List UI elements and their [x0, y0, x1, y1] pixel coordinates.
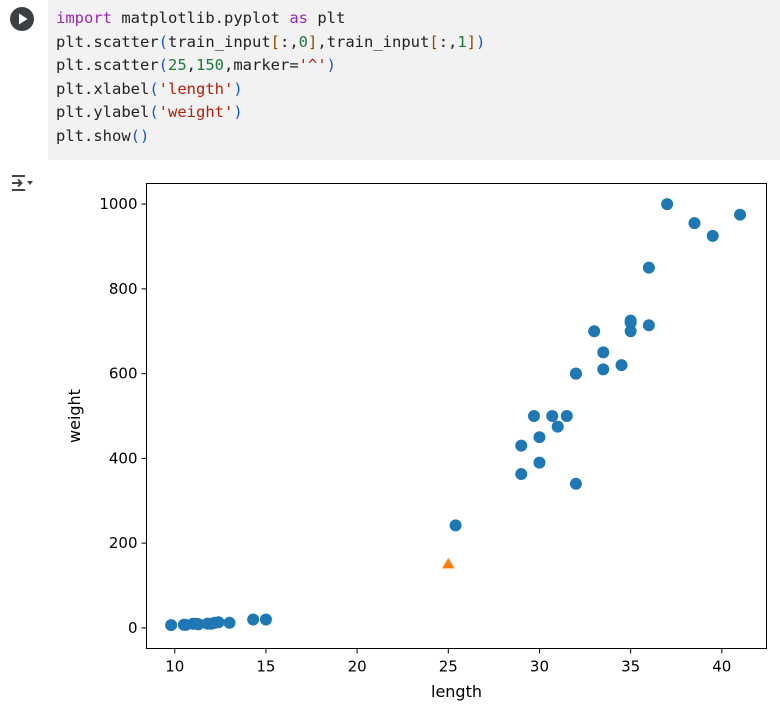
data-points — [165, 198, 747, 632]
code-token: import — [56, 9, 112, 27]
code-token: ) — [233, 103, 243, 122]
x-tick-label: 15 — [256, 658, 275, 676]
scatter-point — [165, 619, 178, 632]
scatter-point — [569, 367, 582, 380]
x-tick-label: 25 — [439, 658, 458, 676]
scatter-point — [192, 618, 205, 631]
code-editor[interactable]: import matplotlib.pyplot as plt plt.scat… — [48, 0, 780, 160]
scatter-point — [642, 261, 655, 274]
code-token: as — [289, 9, 308, 27]
x-axis: 10 15 20 25 30 35 40 — [165, 648, 731, 676]
scatter-point — [706, 229, 719, 242]
code-line: plt.ylabel('weight') — [56, 103, 243, 121]
code-token: plt.scatter — [56, 32, 159, 51]
code-token: :, — [280, 32, 299, 51]
code-line: plt.scatter(25,150,marker='^') — [56, 56, 336, 74]
code-token: plt.show — [56, 126, 131, 145]
x-tick-label: 20 — [348, 658, 367, 676]
code-token: ) — [476, 32, 486, 51]
x-tick-label: 40 — [712, 658, 731, 676]
plot-area — [146, 183, 767, 649]
code-token: train_input — [168, 32, 271, 51]
code-token: matplotlib.pyplot — [112, 9, 290, 27]
scatter-point — [533, 456, 546, 469]
code-token: [ — [270, 32, 280, 51]
y-tick-label: 600 — [109, 365, 138, 383]
scatter-point — [259, 613, 272, 626]
code-token: '^' — [298, 56, 327, 75]
scatter-point — [223, 616, 236, 629]
code-line: plt.scatter(train_input[:,0],train_input… — [56, 33, 485, 51]
scatter-point — [569, 477, 582, 490]
code-token: ,train_input — [317, 32, 430, 51]
code-token: ] — [308, 32, 318, 51]
code-token: plt.scatter — [56, 56, 159, 75]
code-line: plt.show() — [56, 127, 149, 145]
code-token: plt.ylabel — [56, 103, 150, 122]
code-token: :, — [438, 32, 458, 51]
scatter-point — [546, 410, 559, 422]
code-token: ] — [466, 32, 477, 51]
code-token: ,marker= — [224, 56, 299, 75]
code-line: import matplotlib.pyplot as plt — [56, 9, 345, 27]
x-tick-label: 10 — [165, 658, 184, 676]
scatter-point — [661, 198, 674, 211]
output-toggle-icon[interactable] — [9, 171, 37, 195]
scatter-point — [588, 325, 601, 338]
code-token: 'weight' — [158, 103, 234, 122]
code-token: () — [130, 126, 150, 145]
scatter-point — [624, 325, 637, 338]
y-tick-label: 400 — [109, 449, 138, 467]
y-axis-label: weight — [65, 389, 84, 443]
run-cell-button[interactable] — [10, 7, 34, 31]
code-text[interactable]: import matplotlib.pyplot as plt plt.scat… — [56, 7, 485, 149]
scatter-point — [642, 319, 655, 332]
x-tick-label: 30 — [530, 658, 549, 676]
scatter-point — [449, 519, 462, 532]
scatter-point — [688, 217, 701, 230]
scatter-point — [624, 314, 637, 327]
scatter-point — [515, 439, 528, 452]
scatter-point — [560, 410, 573, 422]
code-token: plt — [307, 9, 346, 27]
code-token: ( — [149, 79, 159, 98]
code-token: [ — [429, 32, 439, 51]
code-token: plt.xlabel — [56, 79, 150, 98]
y-tick-label: 800 — [109, 280, 138, 298]
code-token: 150 — [196, 56, 225, 75]
code-line: plt.xlabel('length') — [56, 80, 243, 98]
code-token: ( — [158, 56, 168, 75]
code-token: 25 — [168, 56, 187, 75]
x-axis-label: length — [431, 682, 482, 701]
y-tick-label: 0 — [128, 619, 138, 637]
x-tick-label: 35 — [621, 658, 640, 676]
scatter-point — [734, 208, 747, 221]
scatter-point — [533, 431, 546, 444]
scatter-point — [247, 613, 260, 626]
code-token: ( — [149, 103, 159, 122]
scatter-point — [615, 359, 628, 372]
scatter-point — [597, 346, 610, 359]
scatter-point — [597, 363, 610, 376]
code-token: 1 — [457, 32, 467, 51]
code-token: ( — [158, 32, 168, 51]
code-token: 0 — [298, 32, 309, 51]
scatter-point-triangle — [442, 557, 455, 569]
scatter-point — [515, 468, 528, 481]
y-tick-label: 1000 — [99, 195, 137, 213]
play-icon — [19, 13, 28, 25]
scatter-point — [528, 410, 540, 422]
code-token: , — [186, 56, 197, 75]
code-token: ) — [326, 56, 337, 75]
code-token: ) — [233, 79, 243, 98]
y-axis: 0 200 400 600 800 1000 — [99, 195, 147, 637]
scatter-point — [212, 616, 225, 629]
code-token: 'length' — [158, 79, 234, 98]
scatter-point — [551, 420, 564, 433]
y-tick-label: 200 — [109, 534, 138, 552]
